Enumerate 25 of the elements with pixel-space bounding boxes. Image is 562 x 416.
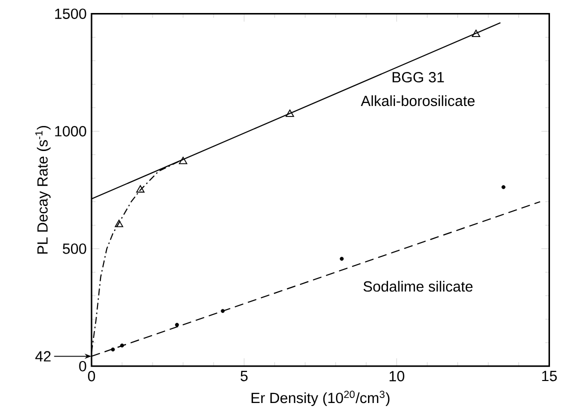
point bbox=[472, 30, 480, 37]
point bbox=[502, 185, 506, 189]
point bbox=[286, 109, 294, 117]
annotation: Sodalime silicate bbox=[364, 280, 473, 292]
annotation: 42 bbox=[35, 350, 51, 362]
point bbox=[175, 322, 179, 327]
point bbox=[114, 220, 124, 227]
y-tick-label: 0 bbox=[79, 360, 86, 372]
y-tick-label: 1500 bbox=[55, 8, 86, 19]
point bbox=[110, 347, 115, 352]
x-axis-title: Er Density (10$^{20}$/cm$^{3}$) bbox=[252, 390, 390, 406]
point bbox=[120, 343, 124, 348]
x-tick-label: 10 bbox=[390, 370, 404, 382]
x-tick-label: 5 bbox=[240, 370, 248, 382]
y-tick-label: 500 bbox=[62, 243, 86, 254]
point bbox=[220, 308, 225, 313]
x-tick-label: 15 bbox=[542, 370, 557, 382]
annotation: Alkali-borosilicate bbox=[360, 95, 475, 106]
x-tick-label: 0 bbox=[88, 370, 96, 382]
annotation: BGG 31 bbox=[392, 72, 444, 82]
point bbox=[178, 156, 188, 164]
point bbox=[136, 185, 145, 192]
point bbox=[340, 256, 344, 261]
y-axis-title: PL Decay Rate (s$^{-1}$) bbox=[35, 126, 51, 254]
y-tick-label: 1000 bbox=[55, 126, 86, 136]
